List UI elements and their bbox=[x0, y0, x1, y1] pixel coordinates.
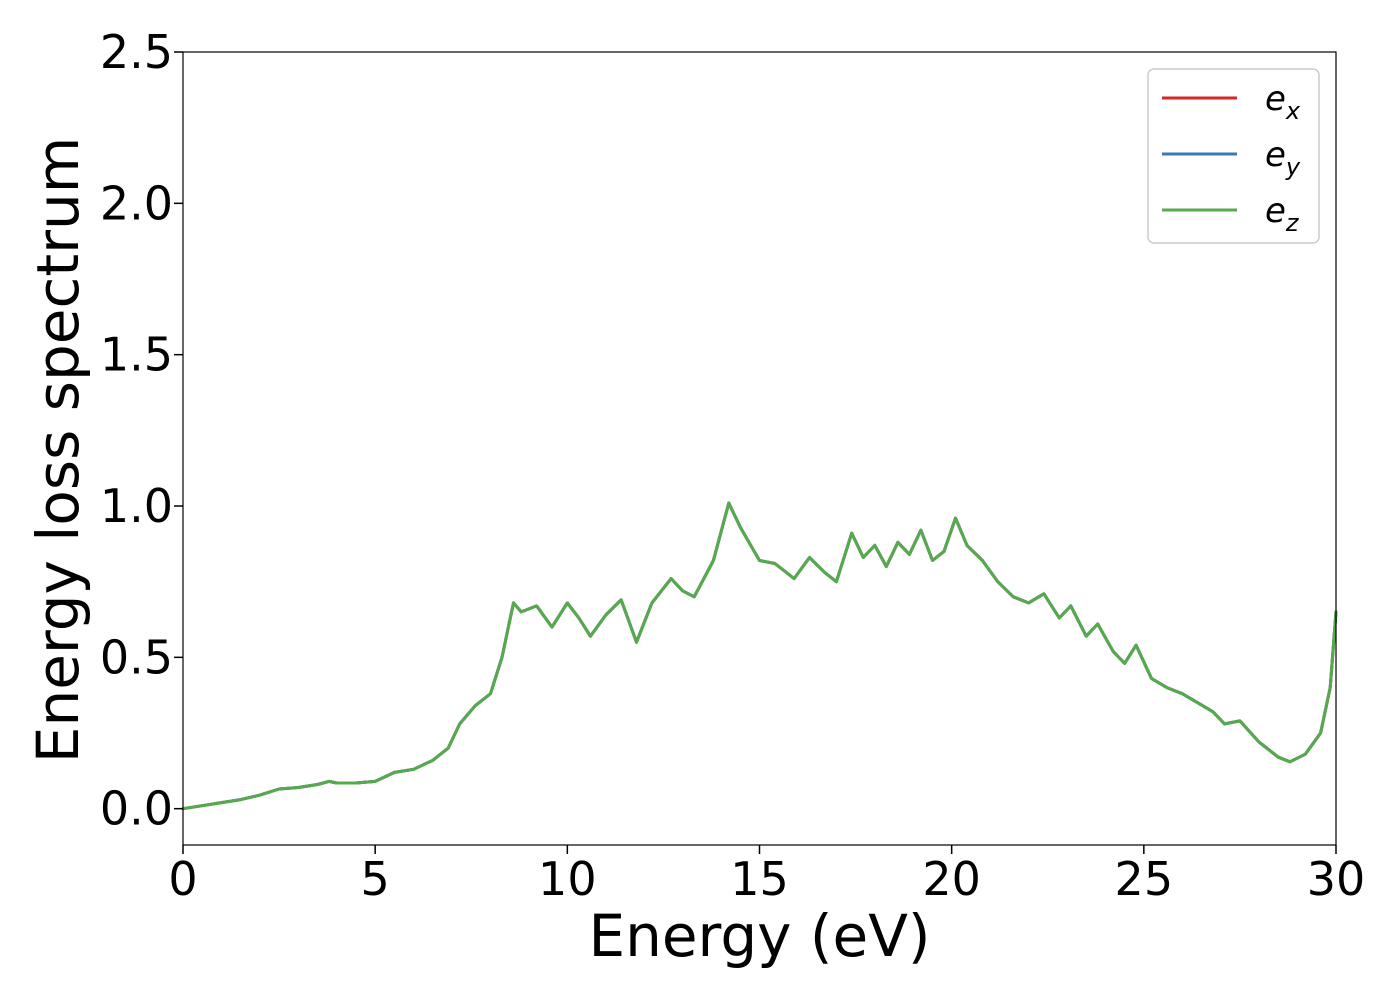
x-tick-label: 15 bbox=[730, 852, 789, 906]
legend-item: ey bbox=[1162, 135, 1301, 181]
x-axis: 0 5 10 15 20 25 30 bbox=[168, 845, 1365, 906]
legend: ex ey ez bbox=[1147, 68, 1320, 244]
legend-item: ex bbox=[1162, 79, 1301, 125]
x-tick-label: 30 bbox=[1307, 852, 1366, 906]
x-axis-title: Energy (eV) bbox=[588, 902, 930, 970]
y-axis: 0.0 0.5 1.0 1.5 2.0 2.5 bbox=[100, 25, 183, 836]
y-tick-label: 0.0 bbox=[100, 782, 173, 836]
legend-item: ez bbox=[1162, 191, 1300, 237]
x-tick-label: 25 bbox=[1115, 852, 1174, 906]
legend-label: ey bbox=[1265, 135, 1301, 181]
y-tick-label: 1.5 bbox=[100, 328, 173, 382]
y-axis-title: Energy loss spectrum bbox=[24, 137, 92, 763]
legend-label: ez bbox=[1265, 191, 1300, 237]
legend-label: ex bbox=[1265, 79, 1301, 125]
x-tick-label: 10 bbox=[538, 852, 597, 906]
series-layer bbox=[181, 501, 1338, 811]
x-tick-label: 0 bbox=[168, 852, 197, 906]
plot-area bbox=[183, 52, 1336, 845]
y-tick-label: 0.5 bbox=[100, 630, 173, 684]
legend-box bbox=[1147, 68, 1320, 244]
y-tick-label: 1.0 bbox=[100, 479, 173, 533]
y-tick-label: 2.0 bbox=[100, 176, 173, 230]
x-tick-label: 5 bbox=[361, 852, 390, 906]
x-tick-label: 20 bbox=[922, 852, 981, 906]
y-tick-label: 2.5 bbox=[100, 25, 173, 79]
series-line-ez bbox=[181, 501, 1338, 811]
